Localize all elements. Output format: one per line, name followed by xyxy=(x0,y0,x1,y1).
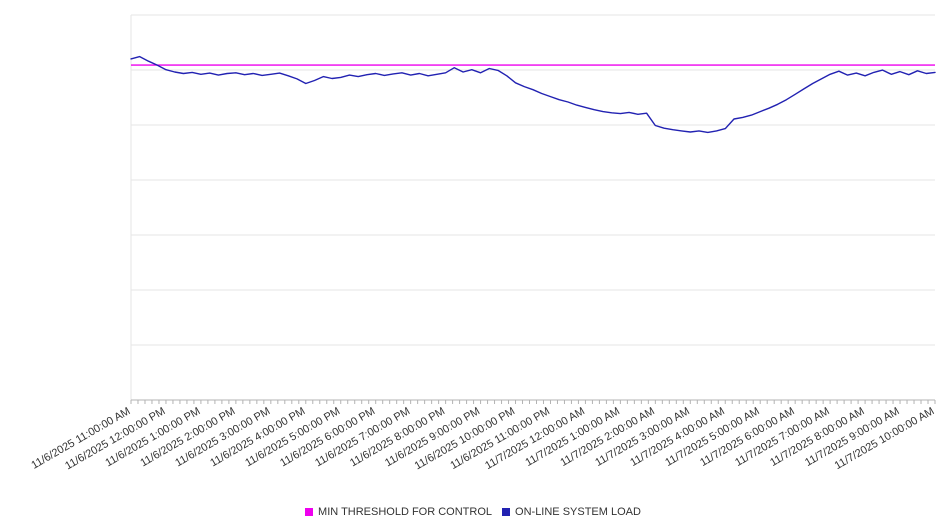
legend-label: MIN THRESHOLD FOR CONTROL xyxy=(318,506,493,518)
legend-item-min-threshold[interactable]: MIN THRESHOLD FOR CONTROL xyxy=(305,506,492,518)
x-axis-ticks xyxy=(130,400,936,404)
legend-swatch-icon xyxy=(502,508,511,516)
legend-label: ON-LINE SYSTEM LOAD xyxy=(515,506,641,518)
legend: MIN THRESHOLD FOR CONTROL ON-LINE SYSTEM … xyxy=(0,506,946,518)
load-line xyxy=(130,55,936,134)
legend-swatch-icon xyxy=(305,508,314,516)
legend-item-system-load[interactable]: ON-LINE SYSTEM LOAD xyxy=(502,506,641,518)
